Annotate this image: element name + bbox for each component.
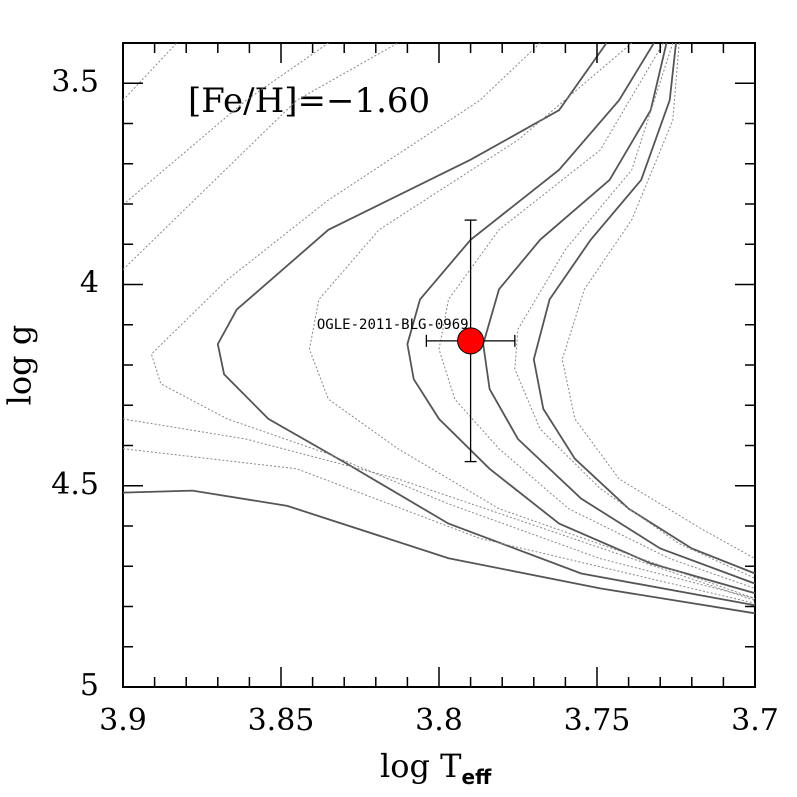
isochrone xyxy=(123,448,755,604)
y-tick-label: 4 xyxy=(80,266,99,301)
x-axis-label-sub: eff xyxy=(462,765,493,789)
x-axis-label-main: log T xyxy=(380,747,462,785)
x-tick-label: 3.75 xyxy=(564,703,631,738)
plot-area xyxy=(123,43,755,615)
plot-frame xyxy=(122,42,756,688)
isochrone xyxy=(123,43,399,270)
x-tick-label: 3.8 xyxy=(415,703,463,738)
isochrone xyxy=(123,418,755,601)
isochrone xyxy=(438,43,755,589)
y-tick-label: 4.5 xyxy=(51,467,99,502)
x-axis-label: log Teff xyxy=(380,747,492,789)
y-tick-label: 5 xyxy=(80,668,99,703)
y-axis-label: log g xyxy=(1,325,39,406)
isochrone xyxy=(216,43,755,607)
isochrone xyxy=(123,43,178,101)
isochrone xyxy=(150,43,755,599)
isochrone xyxy=(123,489,755,615)
isochrone xyxy=(532,43,755,575)
isochrone xyxy=(482,43,755,585)
isochrone xyxy=(308,43,755,599)
x-tick-label: 3.85 xyxy=(248,703,315,738)
x-tick-label: 3.7 xyxy=(731,703,779,738)
point-label: OGLE-2011-BLG-0969 xyxy=(317,317,469,333)
isochrone xyxy=(561,43,755,560)
annotation: [Fe/H]=−1.60 xyxy=(188,81,430,121)
x-tick-label: 3.9 xyxy=(99,703,147,738)
isochrone xyxy=(123,43,329,206)
isochrone xyxy=(406,43,755,595)
y-tick-label: 3.5 xyxy=(51,64,99,99)
data-point xyxy=(457,327,485,355)
isochrone xyxy=(514,43,755,579)
